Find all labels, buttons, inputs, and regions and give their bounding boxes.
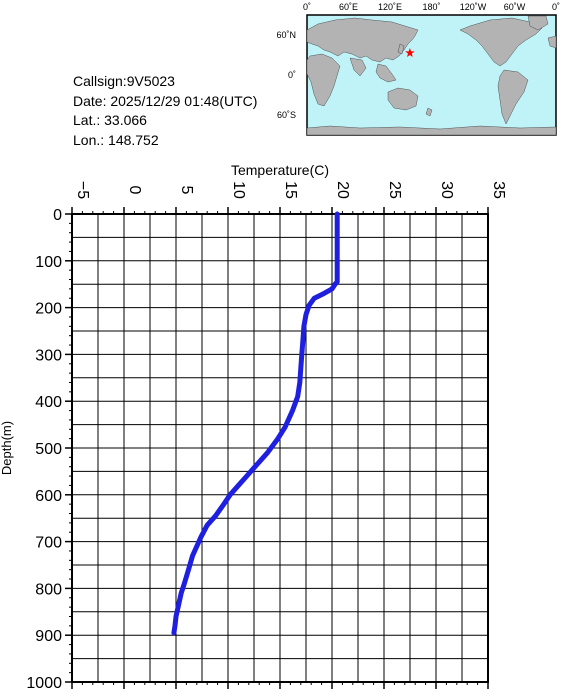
x-tick-label: 5	[178, 186, 195, 195]
y-tick-label: 700	[35, 535, 62, 552]
nz-land	[425, 107, 433, 117]
x-tick-label: 20	[334, 181, 351, 199]
y-tick-label: 100	[35, 254, 62, 271]
y-tick-label: 0	[53, 207, 62, 224]
europe-land	[547, 35, 557, 49]
date-text: Date: 2025/12/29 01:48(UTC)	[73, 92, 258, 109]
x-tick-label: −5	[74, 181, 91, 199]
lon-text: Lon.: 148.752	[73, 131, 159, 148]
x-tick-label: 0	[126, 186, 143, 195]
map-lat-label: 0˚	[288, 70, 296, 80]
y-tick-label: 400	[35, 394, 62, 411]
map-lon-label: 0˚	[552, 2, 560, 12]
map-lon-label: 60˚W	[504, 2, 526, 12]
star-icon	[405, 47, 415, 57]
chart-grid	[71, 213, 489, 683]
india-land	[349, 57, 367, 77]
map-lat-labels: 60˚N 0˚ 60˚S	[276, 30, 296, 120]
map-lon-labels: 0˚ 60˚E 120˚E 180˚ 120˚W 60˚W 0˚	[303, 2, 560, 12]
x-tick-label: 10	[230, 181, 247, 199]
africa-land	[306, 53, 341, 107]
eurasia-land	[306, 17, 419, 63]
y-tick-label: 200	[35, 301, 62, 318]
y-tick-label: 800	[35, 581, 62, 598]
y-axis-label: Depth(m)	[0, 421, 14, 475]
y-tick-labels: 0 100 200 300 400 500 600 700 800 900 1000	[26, 207, 62, 690]
world-map-svg: 0˚ 60˚E 120˚E 180˚ 120˚W 60˚W 0˚ 60˚N 0˚ 60˚S	[276, 2, 560, 136]
north-america-land	[459, 17, 543, 67]
y-tick-label: 900	[35, 628, 62, 645]
x-tick-label: 15	[282, 181, 299, 199]
indonesia-land	[375, 63, 397, 83]
x-tick-label: 35	[490, 181, 507, 199]
y-tick-label: 600	[35, 488, 62, 505]
station-info: Callsign:9V5023 Date: 2025/12/29 01:48(U…	[73, 72, 257, 150]
callsign-text: Callsign:9V5023	[73, 73, 175, 89]
map-lat-label: 60˚S	[277, 110, 296, 120]
x-tick-labels: −5 0 5 10 15 20 25 30 35	[74, 181, 507, 199]
y-tick-label: 500	[35, 441, 62, 458]
x-tick-label: 25	[386, 181, 403, 199]
map-lon-label: 60˚E	[339, 2, 358, 12]
y-tick-label: 300	[35, 347, 62, 364]
antarctica-land	[306, 125, 557, 136]
japan-land	[397, 43, 405, 55]
lat-text: Lat.: 33.066	[73, 112, 147, 128]
y-tick-label: 1000	[26, 675, 62, 690]
map-lon-label: 180˚	[422, 2, 440, 12]
x-axis-label: Temperature(C)	[231, 162, 329, 178]
greenland-land	[527, 15, 549, 31]
australia-land	[387, 87, 419, 111]
map-lon-label: 0˚	[303, 2, 311, 12]
south-america-land	[497, 69, 529, 125]
axis-ticks	[65, 207, 489, 689]
map-lat-label: 60˚N	[276, 30, 296, 40]
land-masses	[306, 15, 557, 136]
x-tick-label: 30	[438, 181, 455, 199]
temperature-profile-line	[171, 211, 340, 636]
map-lon-label: 120˚W	[460, 2, 487, 12]
map-lon-label: 120˚E	[378, 2, 402, 12]
world-map: 0˚ 60˚E 120˚E 180˚ 120˚W 60˚W 0˚ 60˚N 0˚ 60˚S	[0, 0, 564, 150]
